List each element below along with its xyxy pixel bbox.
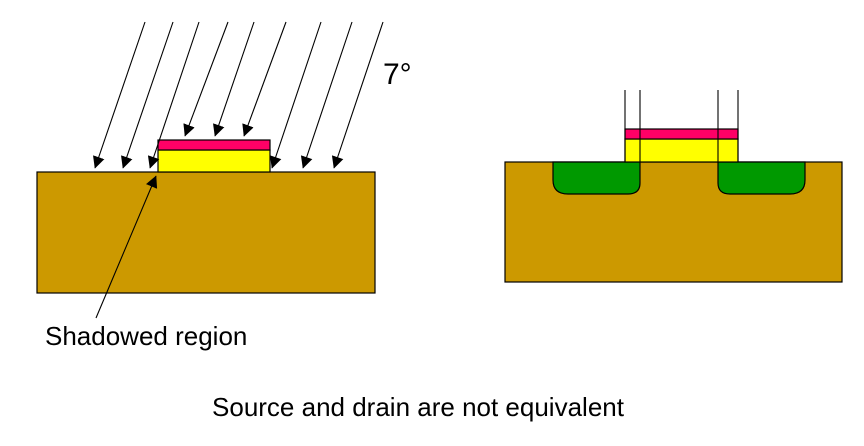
ion-arrow (242, 21, 287, 137)
left-panel: 7° Shadowed region (36, 21, 412, 351)
shadow-pointer-arrow (95, 175, 158, 319)
right-panel (504, 90, 843, 283)
left-gate-cap (157, 139, 271, 151)
shadowed-region-label: Shadowed region (45, 321, 247, 351)
ion-arrow (93, 21, 146, 169)
ion-arrow (269, 21, 322, 169)
ion-arrow (183, 21, 229, 137)
left-gate-oxide (157, 149, 271, 173)
implant-ion-arrows (93, 21, 384, 169)
ion-arrow (331, 21, 384, 169)
gate-shadow-lines (624, 90, 739, 162)
ion-arrow (213, 21, 255, 137)
right-gate-oxide (624, 138, 739, 163)
left-substrate (36, 171, 376, 294)
ion-arrow (300, 21, 353, 169)
caption: Source and drain are not equivalent (212, 392, 625, 422)
right-gate-cap (624, 128, 739, 140)
drain-region (717, 161, 806, 195)
ion-arrow (147, 21, 200, 169)
ion-arrow (121, 21, 174, 169)
angle-label: 7° (383, 58, 412, 91)
source-region (552, 161, 641, 195)
